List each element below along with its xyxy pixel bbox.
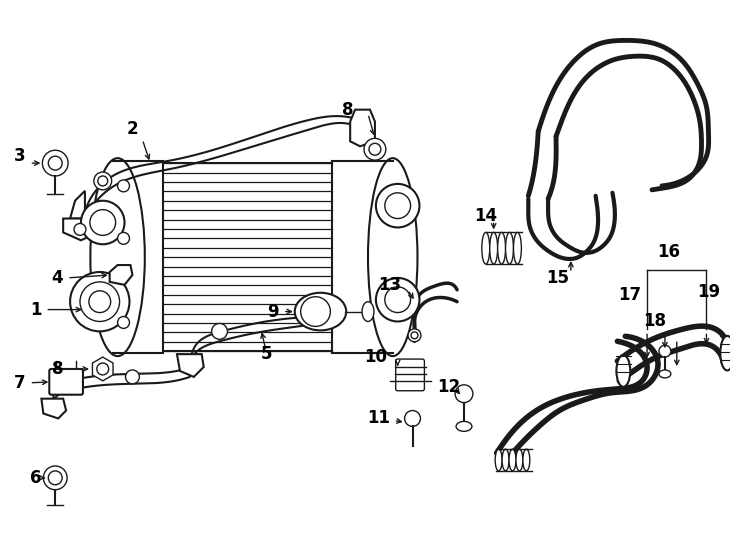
Circle shape bbox=[89, 291, 111, 313]
Circle shape bbox=[90, 210, 116, 235]
Text: 4: 4 bbox=[51, 269, 63, 287]
Circle shape bbox=[98, 176, 108, 186]
Text: 2: 2 bbox=[127, 120, 138, 138]
Polygon shape bbox=[70, 191, 85, 219]
Text: 13: 13 bbox=[379, 276, 401, 294]
Circle shape bbox=[117, 269, 129, 281]
Circle shape bbox=[369, 143, 381, 155]
Text: 1: 1 bbox=[30, 301, 41, 319]
Polygon shape bbox=[313, 305, 333, 321]
Text: 5: 5 bbox=[261, 345, 272, 363]
Text: 12: 12 bbox=[437, 378, 461, 396]
Polygon shape bbox=[63, 219, 98, 240]
Ellipse shape bbox=[720, 336, 734, 370]
Circle shape bbox=[376, 184, 419, 227]
Text: 3: 3 bbox=[14, 147, 26, 165]
Ellipse shape bbox=[514, 232, 521, 264]
Circle shape bbox=[376, 278, 419, 321]
Text: 11: 11 bbox=[367, 409, 390, 428]
Circle shape bbox=[301, 296, 330, 326]
Bar bbox=[112, 161, 163, 353]
Text: 8: 8 bbox=[51, 360, 63, 378]
Circle shape bbox=[404, 410, 421, 427]
Text: 14: 14 bbox=[474, 207, 498, 225]
Text: 18: 18 bbox=[644, 313, 666, 330]
Text: 15: 15 bbox=[547, 269, 570, 287]
Circle shape bbox=[117, 316, 129, 328]
Circle shape bbox=[117, 232, 129, 244]
Circle shape bbox=[211, 323, 228, 339]
Polygon shape bbox=[109, 265, 132, 285]
Ellipse shape bbox=[456, 421, 472, 431]
Ellipse shape bbox=[295, 293, 346, 330]
Ellipse shape bbox=[408, 329, 421, 342]
Ellipse shape bbox=[502, 449, 509, 471]
Ellipse shape bbox=[617, 355, 631, 387]
Circle shape bbox=[70, 272, 129, 332]
Circle shape bbox=[48, 156, 62, 170]
Ellipse shape bbox=[362, 302, 374, 321]
Text: 8: 8 bbox=[343, 100, 354, 119]
Text: 19: 19 bbox=[697, 283, 720, 301]
Circle shape bbox=[385, 287, 410, 313]
Circle shape bbox=[43, 466, 67, 490]
Circle shape bbox=[48, 471, 62, 485]
Circle shape bbox=[385, 193, 410, 219]
Ellipse shape bbox=[411, 332, 418, 339]
Ellipse shape bbox=[509, 449, 516, 471]
Circle shape bbox=[455, 385, 473, 403]
Text: 9: 9 bbox=[267, 302, 279, 321]
Circle shape bbox=[43, 150, 68, 176]
Ellipse shape bbox=[506, 232, 514, 264]
Ellipse shape bbox=[90, 158, 145, 356]
Ellipse shape bbox=[490, 232, 498, 264]
FancyBboxPatch shape bbox=[396, 359, 424, 391]
Ellipse shape bbox=[516, 449, 523, 471]
Text: 10: 10 bbox=[364, 348, 387, 366]
Polygon shape bbox=[350, 110, 375, 146]
Circle shape bbox=[364, 138, 386, 160]
Circle shape bbox=[81, 201, 125, 244]
Circle shape bbox=[74, 224, 86, 235]
Circle shape bbox=[659, 345, 671, 357]
Circle shape bbox=[117, 180, 129, 192]
Polygon shape bbox=[177, 354, 204, 377]
Circle shape bbox=[94, 172, 112, 190]
Ellipse shape bbox=[498, 232, 506, 264]
Ellipse shape bbox=[523, 449, 530, 471]
Circle shape bbox=[97, 363, 109, 375]
Text: 17: 17 bbox=[618, 286, 641, 303]
Ellipse shape bbox=[368, 158, 418, 356]
Circle shape bbox=[126, 370, 139, 384]
Ellipse shape bbox=[659, 370, 671, 378]
Text: 6: 6 bbox=[30, 469, 41, 487]
Text: 7: 7 bbox=[14, 374, 26, 392]
Text: 16: 16 bbox=[658, 243, 680, 261]
Ellipse shape bbox=[482, 232, 490, 264]
Ellipse shape bbox=[495, 449, 502, 471]
Polygon shape bbox=[41, 399, 66, 418]
Bar bbox=[333, 161, 393, 353]
FancyBboxPatch shape bbox=[49, 369, 83, 395]
Circle shape bbox=[80, 282, 120, 321]
